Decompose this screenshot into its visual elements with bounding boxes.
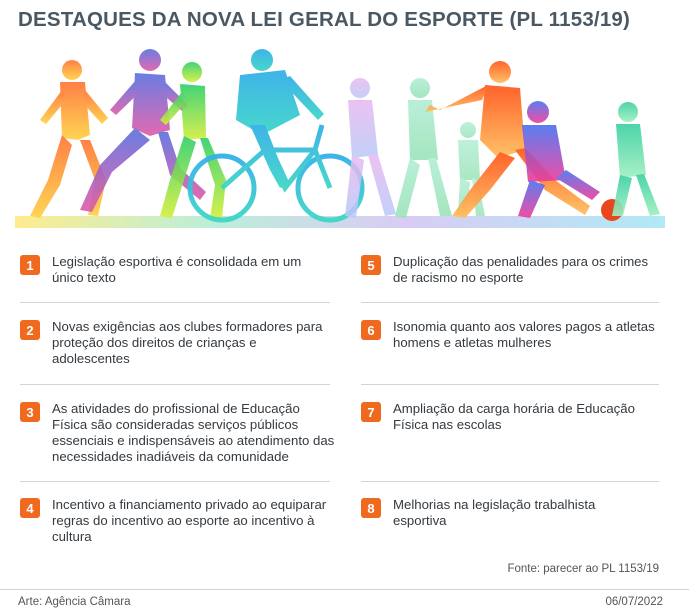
walker-figure [345, 78, 396, 218]
item-text: Legislação esportiva é consolidada em um… [52, 254, 302, 285]
divider [20, 481, 330, 482]
item-text: Incentivo a financiamento privado ao equ… [52, 497, 327, 544]
credit-text: Arte: Agência Câmara [18, 596, 131, 608]
cyclist-figure [187, 49, 365, 223]
list-item: 2 Novas exigências aos clubes formadores… [20, 319, 340, 367]
item-number-badge: 2 [20, 320, 40, 340]
item-number-badge: 4 [20, 498, 40, 518]
list-item: 8 Melhorias na legislação trabalhista es… [361, 497, 671, 529]
divider [361, 481, 659, 482]
divider [361, 302, 659, 303]
list-item: 4 Incentivo a financiamento privado ao e… [20, 497, 340, 545]
item-number-badge: 6 [361, 320, 381, 340]
date-text: 06/07/2022 [605, 596, 663, 608]
footer-divider [0, 589, 689, 590]
source-note: Fonte: parecer ao PL 1153/19 [507, 563, 659, 575]
page-title: DESTAQUES DA NOVA LEI GERAL DO ESPORTE (… [18, 8, 631, 31]
list-item: 3 As atividades do profissional de Educa… [20, 401, 340, 465]
item-text: As atividades do profissional de Educaçã… [52, 401, 335, 464]
item-text: Duplicação das penalidades para os crime… [393, 254, 649, 285]
item-text: Melhorias na legislação trabalhista espo… [393, 497, 596, 528]
soccer-player-3 [612, 102, 660, 216]
runner-figure-4 [395, 78, 452, 218]
item-number-badge: 5 [361, 255, 381, 275]
divider [20, 384, 330, 385]
soccer-player-2 [518, 101, 600, 218]
item-text: Isonomia quanto aos valores pagos a atle… [393, 319, 655, 350]
list-item: 5 Duplicação das penalidades para os cri… [361, 254, 671, 286]
item-text: Ampliação da carga horária de Educação F… [393, 401, 635, 432]
runner-figure-3 [160, 62, 226, 218]
item-text: Novas exigências aos clubes formadores p… [52, 319, 323, 366]
item-number-badge: 8 [361, 498, 381, 518]
item-number-badge: 7 [361, 402, 381, 422]
list-item: 1 Legislação esportiva é consolidada em … [20, 254, 340, 286]
item-number-badge: 1 [20, 255, 40, 275]
divider [361, 384, 659, 385]
runner-figure-2 [80, 49, 206, 212]
athletes-illustration [15, 49, 665, 228]
item-number-badge: 3 [20, 402, 40, 422]
divider [20, 302, 330, 303]
list-item: 6 Isonomia quanto aos valores pagos a at… [361, 319, 671, 351]
list-item: 7 Ampliação da carga horária de Educação… [361, 401, 671, 433]
soccer-player-1 [425, 61, 590, 218]
